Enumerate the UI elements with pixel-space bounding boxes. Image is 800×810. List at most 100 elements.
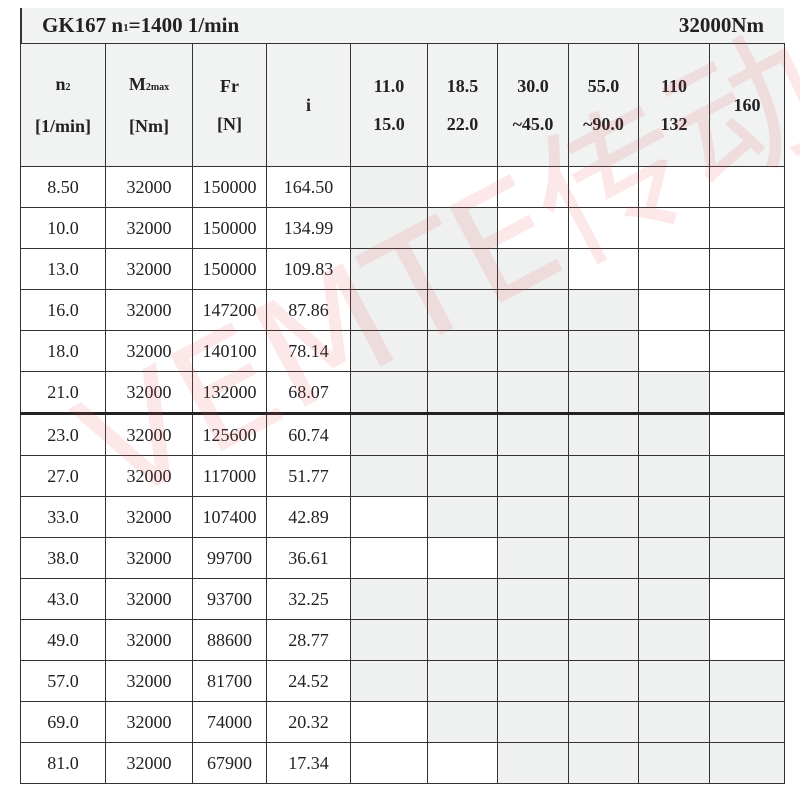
motor-availability-cell — [350, 248, 428, 290]
motor-availability-cell — [638, 496, 710, 538]
header-motor-3: 30.0 ~45.0 — [497, 43, 569, 167]
cell-i: 36.61 — [266, 537, 351, 579]
cell-i: 109.83 — [266, 248, 351, 290]
header-motor-1: 11.0 15.0 — [350, 43, 428, 167]
header-motor-6: 160 — [709, 43, 785, 167]
motor-availability-cell — [427, 742, 498, 784]
table-row: 27.0 32000 117000 51.77 — [20, 455, 785, 497]
cell-fr: 93700 — [192, 578, 267, 620]
motor-availability-cell — [709, 619, 785, 661]
motor-availability-cell — [427, 496, 498, 538]
header-m2max: M2max [Nm] — [105, 43, 193, 167]
motor-availability-cell — [427, 166, 498, 208]
cell-fr: 99700 — [192, 537, 267, 579]
motor-availability-cell — [568, 537, 639, 579]
table-row: 21.0 32000 132000 68.07 — [20, 371, 785, 414]
cell-n2: 18.0 — [20, 330, 106, 372]
cell-i: 28.77 — [266, 619, 351, 661]
motor-availability-cell — [568, 371, 639, 414]
table-row: 38.0 32000 99700 36.61 — [20, 537, 785, 579]
motor-availability-cell — [427, 289, 498, 331]
cell-m2: 32000 — [105, 701, 193, 743]
motor-availability-cell — [427, 537, 498, 579]
motor-availability-cell — [638, 537, 710, 579]
motor-availability-cell — [497, 578, 569, 620]
cell-i: 87.86 — [266, 289, 351, 331]
motor-availability-cell — [709, 537, 785, 579]
rating-table: n2 [1/min] M2max [Nm] Fr [N] i 11.0 15.0 18.… — [20, 43, 785, 784]
motor-availability-cell — [497, 496, 569, 538]
motor-availability-cell — [568, 619, 639, 661]
motor-availability-cell — [638, 455, 710, 497]
motor-availability-cell — [568, 166, 639, 208]
table-row: 43.0 32000 93700 32.25 — [20, 578, 785, 620]
cell-fr: 150000 — [192, 207, 267, 249]
cell-m2: 32000 — [105, 537, 193, 579]
cell-m2: 32000 — [105, 289, 193, 331]
motor-availability-cell — [350, 537, 428, 579]
motor-availability-cell — [709, 412, 785, 456]
motor-availability-cell — [709, 248, 785, 290]
motor-availability-cell — [709, 166, 785, 208]
motor-availability-cell — [427, 412, 498, 456]
motor-availability-cell — [427, 455, 498, 497]
motor-availability-cell — [638, 578, 710, 620]
motor-availability-cell — [638, 207, 710, 249]
motor-availability-cell — [709, 496, 785, 538]
motor-availability-cell — [709, 742, 785, 784]
table-row: 16.0 32000 147200 87.86 — [20, 289, 785, 331]
motor-availability-cell — [709, 289, 785, 331]
cell-n2: 69.0 — [20, 701, 106, 743]
motor-availability-cell — [350, 166, 428, 208]
motor-availability-cell — [427, 330, 498, 372]
cell-fr: 125600 — [192, 412, 267, 456]
motor-availability-cell — [350, 619, 428, 661]
motor-availability-cell — [350, 742, 428, 784]
cell-m2: 32000 — [105, 619, 193, 661]
motor-availability-cell — [709, 330, 785, 372]
header-fr: Fr [N] — [192, 43, 267, 167]
motor-availability-cell — [350, 371, 428, 414]
cell-fr: 88600 — [192, 619, 267, 661]
cell-n2: 16.0 — [20, 289, 106, 331]
table-row: 13.0 32000 150000 109.83 — [20, 248, 785, 290]
cell-i: 20.32 — [266, 701, 351, 743]
motor-availability-cell — [350, 455, 428, 497]
motor-availability-cell — [568, 660, 639, 702]
cell-m2: 32000 — [105, 166, 193, 208]
motor-availability-cell — [568, 701, 639, 743]
cell-fr: 67900 — [192, 742, 267, 784]
motor-availability-cell — [497, 412, 569, 456]
cell-m2: 32000 — [105, 207, 193, 249]
header-motor-2: 18.5 22.0 — [427, 43, 498, 167]
header-motor-4: 55.0 ~90.0 — [568, 43, 639, 167]
cell-n2: 10.0 — [20, 207, 106, 249]
cell-n2: 27.0 — [20, 455, 106, 497]
motor-availability-cell — [350, 578, 428, 620]
cell-fr: 81700 — [192, 660, 267, 702]
cell-i: 164.50 — [266, 166, 351, 208]
cell-n2: 38.0 — [20, 537, 106, 579]
motor-availability-cell — [427, 248, 498, 290]
motor-availability-cell — [568, 207, 639, 249]
cell-m2: 32000 — [105, 330, 193, 372]
cell-n2: 23.0 — [20, 412, 106, 456]
table-row: 33.0 32000 107400 42.89 — [20, 496, 785, 538]
motor-availability-cell — [568, 742, 639, 784]
motor-availability-cell — [638, 660, 710, 702]
motor-availability-cell — [497, 619, 569, 661]
motor-availability-cell — [427, 619, 498, 661]
table-row: 18.0 32000 140100 78.14 — [20, 330, 785, 372]
motor-availability-cell — [350, 701, 428, 743]
cell-fr: 107400 — [192, 496, 267, 538]
motor-availability-cell — [497, 289, 569, 331]
cell-i: 24.52 — [266, 660, 351, 702]
cell-n2: 49.0 — [20, 619, 106, 661]
cell-n2: 57.0 — [20, 660, 106, 702]
cell-n2: 33.0 — [20, 496, 106, 538]
motor-availability-cell — [638, 742, 710, 784]
motor-availability-cell — [497, 537, 569, 579]
motor-availability-cell — [638, 371, 710, 414]
header-motor-5: 110 132 — [638, 43, 710, 167]
header-i: i — [266, 43, 351, 167]
